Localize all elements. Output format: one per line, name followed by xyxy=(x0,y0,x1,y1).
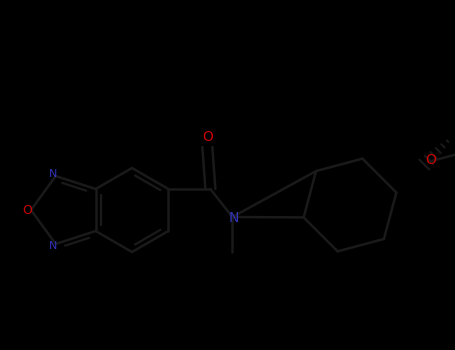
Text: O: O xyxy=(202,130,213,144)
Text: O: O xyxy=(425,153,436,167)
Text: O: O xyxy=(22,203,32,217)
Text: N: N xyxy=(228,211,238,225)
Text: N: N xyxy=(49,241,57,251)
Text: N: N xyxy=(49,169,57,179)
